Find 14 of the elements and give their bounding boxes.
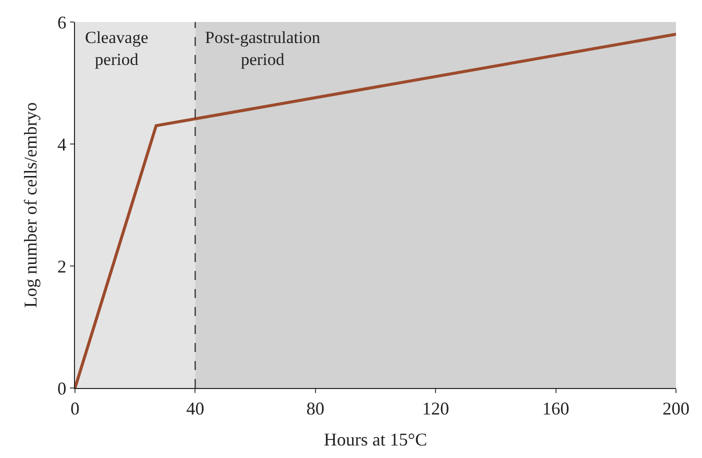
x-tick-label: 120: [422, 398, 450, 419]
x-tick-label: 160: [542, 398, 570, 419]
x-tick-label: 200: [662, 398, 690, 419]
y-tick-label: 0: [57, 378, 66, 398]
x-tick-label: 0: [70, 398, 80, 419]
y-tick-label: 4: [57, 134, 66, 154]
y-tick-label: 6: [57, 12, 66, 32]
y-tick-label: 2: [57, 256, 66, 276]
band-label: Post-gastrulation period: [205, 28, 321, 70]
band-label: Cleavage period: [85, 28, 148, 70]
x-tick-label: 80: [306, 398, 324, 419]
x-tick-label: 40: [186, 398, 204, 419]
x-axis-title: Hours at 15°C: [324, 430, 428, 450]
y-axis-title: Log number of cells/embryo: [20, 102, 41, 308]
